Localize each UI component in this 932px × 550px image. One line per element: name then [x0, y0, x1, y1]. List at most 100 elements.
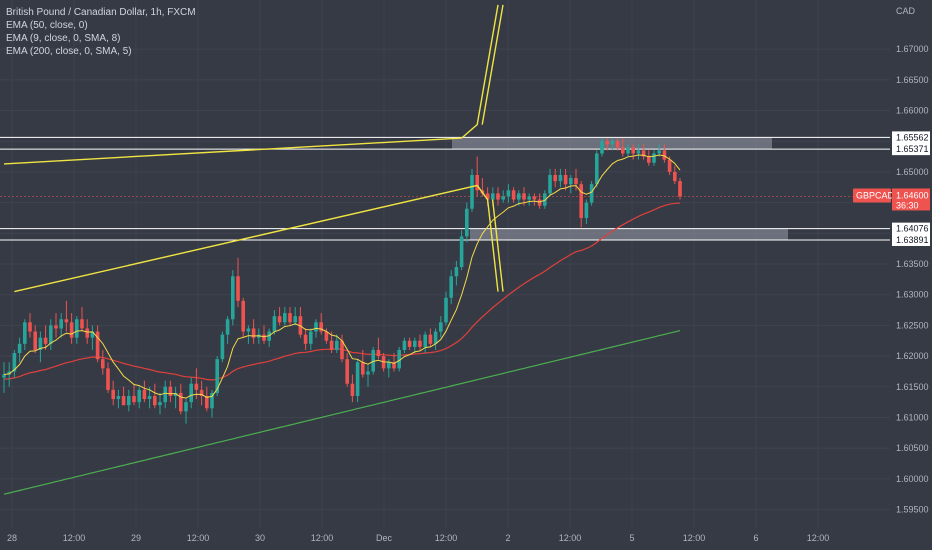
candle-body — [433, 331, 438, 344]
candle-body — [574, 178, 578, 185]
candle-body — [423, 334, 427, 347]
candle-body — [465, 208, 469, 237]
candle-body — [194, 383, 199, 390]
candle-body — [153, 396, 157, 406]
candle-body — [33, 331, 37, 350]
candle-body — [376, 349, 381, 357]
candle-body — [293, 316, 297, 323]
ema200-line — [3, 330, 681, 495]
candle-body — [527, 196, 531, 200]
candle-body — [610, 141, 615, 145]
candle-body — [189, 383, 193, 403]
candle-body — [350, 383, 355, 396]
candle-body — [205, 396, 209, 409]
candle-body — [397, 349, 401, 369]
y-tick-label: 1.65000 — [896, 167, 929, 177]
currency-label: CAD — [896, 6, 916, 16]
candle-body — [522, 193, 526, 200]
candle-body — [90, 331, 95, 338]
x-tick-label: 6 — [753, 533, 758, 543]
candle-body — [413, 340, 417, 347]
candle-body — [600, 141, 604, 154]
trendline-channel-lower — [14, 184, 478, 293]
candle-body — [631, 147, 635, 154]
candle-body — [485, 193, 490, 200]
x-tick-label: 29 — [131, 533, 141, 543]
candle-body — [12, 353, 17, 372]
candle-body — [387, 362, 391, 369]
candle-body — [459, 236, 464, 268]
candle-body — [366, 371, 370, 375]
candle-body — [142, 389, 147, 400]
candle-body — [272, 316, 277, 332]
candle-body — [439, 322, 443, 332]
level-price-box — [892, 131, 930, 144]
candle-body — [111, 389, 115, 400]
candle-body — [454, 267, 459, 277]
chart-title: British Pound / Canadian Dollar, 1h, FXC… — [6, 7, 196, 18]
y-tick-label: 1.66000 — [896, 106, 929, 116]
candle-body — [475, 174, 479, 191]
level-price-box — [892, 143, 930, 156]
y-tick-label: 1.63500 — [896, 259, 929, 269]
candle-body — [283, 313, 287, 323]
candle-body — [589, 184, 594, 203]
candle-body — [179, 392, 183, 412]
x-tick-label: 12:00 — [807, 533, 830, 543]
candle-body — [158, 402, 162, 406]
candle-body — [667, 159, 672, 172]
candle-body — [678, 181, 682, 197]
countdown-label: 36:30 — [896, 200, 919, 210]
support-zone — [470, 228, 788, 240]
candle-body — [319, 322, 323, 332]
current-price-label: 1.64600 — [896, 190, 929, 200]
candle-body — [340, 340, 344, 360]
candle-body — [329, 340, 334, 350]
candle-body — [137, 389, 141, 403]
current-price-box — [892, 188, 930, 211]
candle-body — [371, 349, 375, 372]
candle-body — [532, 196, 537, 200]
candle-body — [361, 362, 365, 375]
candle-body — [506, 190, 511, 197]
candle-body — [163, 386, 167, 403]
x-tick-label: 30 — [255, 533, 265, 543]
candle-body — [647, 156, 651, 163]
x-tick-label: 12:00 — [311, 533, 334, 543]
candle-body — [537, 199, 542, 206]
candle-body — [324, 331, 329, 341]
indicator-ema9: EMA (9, close, 0, SMA, 8) — [6, 33, 121, 44]
candle-body — [54, 325, 58, 329]
candle-body — [621, 147, 625, 154]
trendline-projection-down — [476, 184, 499, 292]
level-price-box — [892, 222, 930, 235]
chart-legend: British Pound / Canadian Dollar, 1h, FXC… — [6, 6, 196, 58]
candle-body — [127, 396, 131, 406]
candle-body — [7, 371, 11, 375]
candle-body — [288, 313, 292, 323]
candle-body — [636, 150, 641, 154]
candle-body — [28, 322, 32, 332]
symbol-badge — [853, 188, 891, 203]
level-price-label: 1.65371 — [896, 144, 929, 154]
candle-body — [215, 359, 219, 393]
candle-body — [262, 334, 266, 341]
candle-body — [132, 396, 136, 403]
candle-body — [38, 337, 43, 350]
candle-body — [402, 340, 407, 350]
candle-body — [428, 334, 433, 344]
candle-body — [303, 334, 308, 344]
candle-body — [309, 331, 313, 344]
y-tick-label: 1.66500 — [896, 75, 929, 85]
candle-body — [470, 174, 474, 209]
candle-body — [17, 343, 22, 354]
x-tick-label: Dec — [376, 533, 393, 543]
candle-body — [246, 328, 251, 332]
candle-body — [64, 319, 69, 323]
candle-body — [314, 322, 318, 332]
candle-body — [335, 340, 339, 350]
candle-body — [173, 392, 178, 396]
candle-body — [543, 193, 547, 206]
